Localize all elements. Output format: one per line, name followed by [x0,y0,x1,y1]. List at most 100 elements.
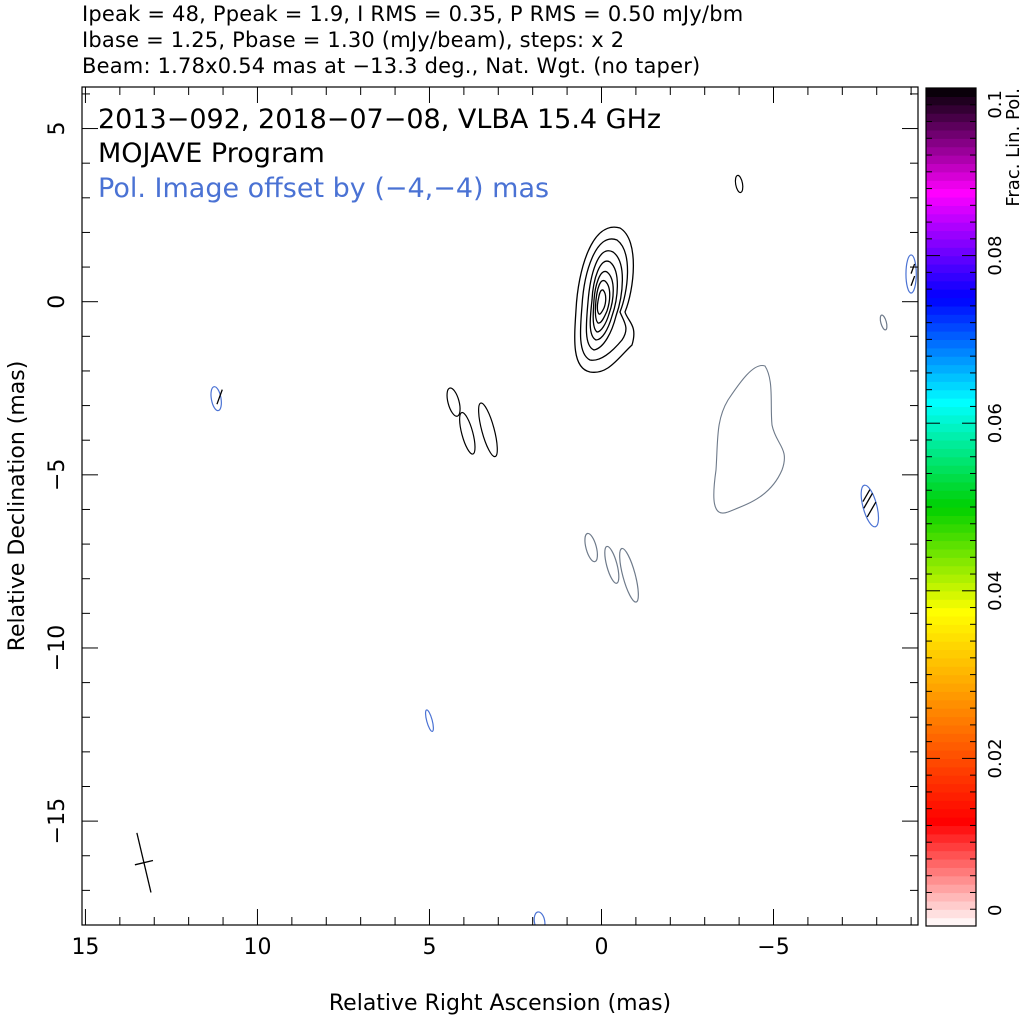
colorbar-swatch-82 [926,230,976,240]
polarization-contour-4 [905,254,917,294]
colorbar-swatch-6 [926,867,976,877]
colorbar-swatch-44 [926,548,976,558]
header-line-1: Ipeak = 48, Ppeak = 1.9, I RMS = 0.35, P… [82,2,744,26]
low-level-contour-4 [879,314,888,331]
colorbar-swatch-83 [926,222,976,232]
colorbar-swatch-34 [926,632,976,642]
colorbar-swatch-41 [926,574,976,584]
colorbar-swatch-48 [926,515,976,525]
colorbar-swatch-65 [926,372,976,382]
colorbar-swatch-43 [926,557,976,567]
colorbar-swatch-3 [926,892,976,902]
polarization-contour-5 [533,911,546,925]
colorbar-swatch-72 [926,314,976,324]
evpa-tick-3 [866,501,877,518]
colorbar-swatch-95 [926,121,976,131]
colorbar-swatch-38 [926,599,976,609]
colorbar-swatch-20 [926,750,976,759]
colorbar-swatch-11 [926,825,976,835]
colorbar-swatch-2 [926,900,976,910]
polarization-contour-1 [210,386,222,412]
low-level-contour-3 [619,547,639,603]
colorbar-swatch-67 [926,356,976,366]
colorbar-swatch-19 [926,758,976,768]
colorbar-tick-label-3: 0.06 [985,403,1006,443]
colorbar-swatch-31 [926,657,976,667]
colorbar-swatch-24 [926,716,976,726]
colorbar-swatch-86 [926,196,976,206]
intensity-contour-3 [459,411,476,455]
colorbar-swatch-68 [926,347,976,357]
x-tick-label-3: 0 [594,935,608,960]
colorbar-swatch-62 [926,398,976,408]
colorbar-swatch-30 [926,666,976,676]
colorbar-swatch-23 [926,724,976,734]
colorbar-swatch-15 [926,791,976,801]
colorbar-tick-label-0: 0 [985,905,1006,916]
core-contour-5 [592,270,614,333]
colorbar-swatch-14 [926,800,976,810]
colorbar-swatch-60 [926,414,976,424]
colorbar-swatch-37 [926,607,976,617]
colorbar-swatch-70 [926,331,976,340]
colorbar-swatch-39 [926,590,976,600]
colorbar-swatch-18 [926,766,976,776]
colorbar-swatch-32 [926,649,976,659]
x-tick-label-0: 15 [71,935,99,960]
colorbar-swatch-79 [926,255,976,265]
colorbar-swatch-4 [926,884,976,894]
core-contour-1 [574,226,635,373]
colorbar-swatch-94 [926,129,976,139]
core-contour-6 [594,279,611,324]
intensity-contour-4 [478,402,498,458]
colorbar-swatch-69 [926,339,976,349]
colorbar-swatch-22 [926,733,976,743]
x-axis-label: Relative Right Ascension (mas) [329,991,671,1016]
colorbar-swatch-8 [926,850,976,860]
colorbar-swatch-45 [926,540,976,550]
colorbar-swatch-10 [926,833,976,843]
colorbar-swatch-9 [926,842,976,852]
core-contour-4 [589,260,619,341]
colorbar-swatch-53 [926,473,976,483]
colorbar-swatch-74 [926,297,976,307]
colorbar-swatch-61 [926,406,976,416]
colorbar-swatch-47 [926,523,976,533]
colorbar-swatch-50 [926,498,976,508]
colorbar-swatch-75 [926,289,976,299]
colorbar-swatch-49 [926,507,976,516]
intensity-contour-2 [446,387,461,417]
plot-frame [81,86,919,926]
colorbar-swatch-56 [926,448,976,458]
colorbar-swatch-88 [926,180,976,190]
colorbar-swatch-96 [926,113,976,123]
colorbar-swatch-58 [926,431,976,441]
colorbar-swatch-36 [926,615,976,625]
y-tick-label-1: 0 [45,295,70,309]
colorbar-swatch-1 [926,909,976,919]
colorbar-swatch-55 [926,456,976,466]
evpa-tick-2 [863,493,873,509]
evpa-tick-5 [910,263,916,274]
colorbar-swatch-81 [926,238,976,248]
colorbar-swatch-77 [926,272,976,282]
core-contours [574,226,635,373]
colorbar-swatch-54 [926,465,976,475]
beam-minor-axis [134,859,154,866]
core-contour-3 [585,250,623,351]
header-line-2: Ibase = 1.25, Pbase = 1.30 (mJy/beam), s… [82,28,625,52]
evpa-tick-1 [216,389,223,405]
annotation-observation: 2013−092, 2018−07−08, VLBA 15.4 GHz [98,104,661,135]
colorbar-swatch-92 [926,146,976,156]
colorbar-swatch-66 [926,364,976,374]
core-contour-7 [596,289,607,315]
colorbar-swatch-98 [926,96,976,106]
colorbar-swatch-80 [926,247,976,257]
y-tick-label-0: 5 [45,122,70,136]
colorbar-swatch-16 [926,783,976,793]
colorbar-tick-label-1: 0.02 [985,738,1006,778]
y-tick-label-3: −10 [45,625,70,671]
y-axis-label: Relative Declination (mas) [5,361,30,652]
colorbar-swatch-99 [926,88,976,97]
